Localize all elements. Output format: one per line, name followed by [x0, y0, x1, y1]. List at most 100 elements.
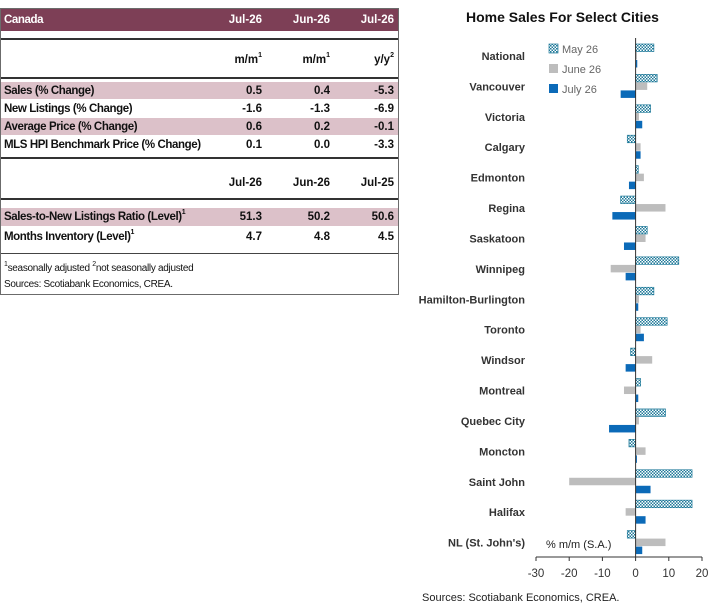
bar-july-26	[623, 242, 636, 250]
row-label: MLS HPI Benchmark Price (% Change)	[4, 138, 201, 151]
bar-june-26	[635, 295, 639, 303]
row-value: 0.2	[314, 120, 330, 133]
row-value: -6.9	[374, 102, 394, 115]
bar-may-26	[630, 347, 636, 356]
bar-may-26	[635, 43, 655, 52]
category-label: Edmonton	[471, 173, 526, 185]
category-label: Toronto	[484, 325, 525, 337]
header-col-2: Jun-26	[292, 177, 330, 189]
table-row: Sales (% Change) 0.5 0.4 -5.3	[1, 82, 398, 99]
header-col-1: Jul-26	[228, 177, 262, 189]
bar-july-26	[635, 303, 639, 311]
bar-may-26	[635, 408, 666, 417]
bar-july-26	[635, 151, 641, 159]
bar-june-26	[635, 447, 646, 455]
bar-june-26	[635, 204, 666, 212]
row-value: 0.6	[246, 120, 262, 133]
bar-june-26	[625, 508, 636, 516]
row-label: New Listings (% Change)	[4, 102, 133, 115]
row-value: -5.3	[374, 84, 394, 97]
bars	[569, 43, 693, 555]
row-label: Average Price (% Change)	[4, 120, 138, 133]
table-row: Average Price (% Change) 0.6 0.2 -0.1	[1, 118, 398, 135]
bar-may-26	[626, 530, 636, 539]
row-label: Months Inventory (Level)1	[4, 229, 134, 243]
bar-may-26	[635, 378, 641, 387]
bar-june-26	[610, 264, 636, 273]
bar-july-26	[628, 181, 636, 190]
bar-july-26	[635, 485, 651, 494]
row-value: -1.6	[242, 102, 262, 115]
bar-july-26	[625, 272, 636, 281]
header-col-1: Jul-26	[228, 14, 262, 26]
category-label: Vancouver	[469, 81, 525, 93]
legend: May 26 June 26 July 26	[548, 43, 601, 96]
header-col-2: Jun-26	[292, 14, 330, 26]
category-label: Saskatoon	[469, 233, 525, 245]
category-label: Saint John	[469, 477, 526, 489]
bar-july-26	[635, 516, 646, 524]
table-header-row: Canada Jul-26 Jun-26 Jul-26	[1, 9, 398, 31]
bar-july-26	[620, 90, 636, 98]
unit-col-1: m/m1	[234, 52, 262, 66]
x-tick-label: 0	[632, 568, 638, 580]
x-tick-label: -30	[528, 568, 545, 580]
legend-swatch	[549, 84, 558, 93]
divider	[1, 157, 398, 159]
category-label: Moncton	[479, 446, 525, 458]
row-value: -1.3	[310, 102, 330, 115]
bar-june-26	[623, 386, 636, 395]
bar-july-26	[635, 394, 639, 403]
table-row: Sales-to-New Listings Ratio (Level)1 51.…	[1, 208, 398, 226]
table-region-label: Canada	[4, 14, 44, 26]
row-value: 4.5	[378, 231, 394, 243]
category-label: Regina	[488, 203, 526, 215]
category-labels: National Vancouver Victoria Calgary Edmonton…	[419, 51, 526, 550]
bar-july-26	[609, 424, 636, 433]
row-label: Sales-to-New Listings Ratio (Level)1	[4, 209, 186, 223]
bar-july-26	[625, 364, 636, 372]
home-sales-bar-chart: National Vancouver Victoria Calgary Edmonton…	[419, 38, 709, 580]
unit-col-3: y/y2	[374, 52, 394, 66]
row-value: 50.6	[371, 211, 394, 223]
bar-may-26	[620, 195, 636, 204]
table-row: New Listings (% Change) -1.6 -1.3 -6.9	[1, 100, 398, 117]
row-value: 0.0	[314, 138, 330, 151]
bar-may-26	[635, 317, 668, 326]
row-value: 50.2	[307, 211, 330, 223]
table-row: Months Inventory (Level)1 4.7 4.8 4.5	[1, 228, 398, 246]
bar-may-26	[635, 226, 648, 235]
legend-swatch	[549, 64, 558, 73]
category-label: Windsor	[481, 355, 526, 367]
bar-july-26	[612, 212, 636, 220]
row-label: Sales (% Change)	[4, 84, 95, 97]
category-label: National	[482, 51, 525, 63]
category-label: NL (St. John's)	[448, 538, 525, 550]
bar-june-26	[635, 82, 648, 90]
divider	[1, 198, 398, 200]
unit-row: m/m1 m/m1 y/y2	[1, 49, 398, 71]
bar-may-26	[635, 286, 655, 296]
bar-june-26	[635, 416, 639, 425]
x-tick-label: 20	[696, 568, 709, 580]
row-value: 4.8	[314, 231, 330, 243]
x-tick-label: -20	[561, 568, 578, 580]
divider	[1, 38, 398, 40]
legend-swatch	[548, 43, 559, 54]
legend-label: May 26	[562, 44, 598, 56]
bar-july-26	[635, 120, 643, 129]
row-value: 51.3	[239, 211, 262, 223]
bar-may-26	[626, 134, 636, 144]
x-tick-label: 10	[662, 568, 675, 580]
row-value: -0.1	[374, 120, 394, 133]
header-col-3: Jul-25	[360, 177, 394, 189]
bar-july-26	[635, 60, 638, 68]
divider	[1, 253, 398, 254]
bar-june-26	[635, 538, 666, 547]
bar-july-26	[635, 333, 644, 342]
x-tick-label: -10	[594, 568, 611, 580]
bar-may-26	[635, 499, 693, 509]
category-label: Victoria	[485, 112, 526, 124]
bar-may-26	[628, 439, 636, 448]
row-value: 0.5	[246, 84, 262, 97]
